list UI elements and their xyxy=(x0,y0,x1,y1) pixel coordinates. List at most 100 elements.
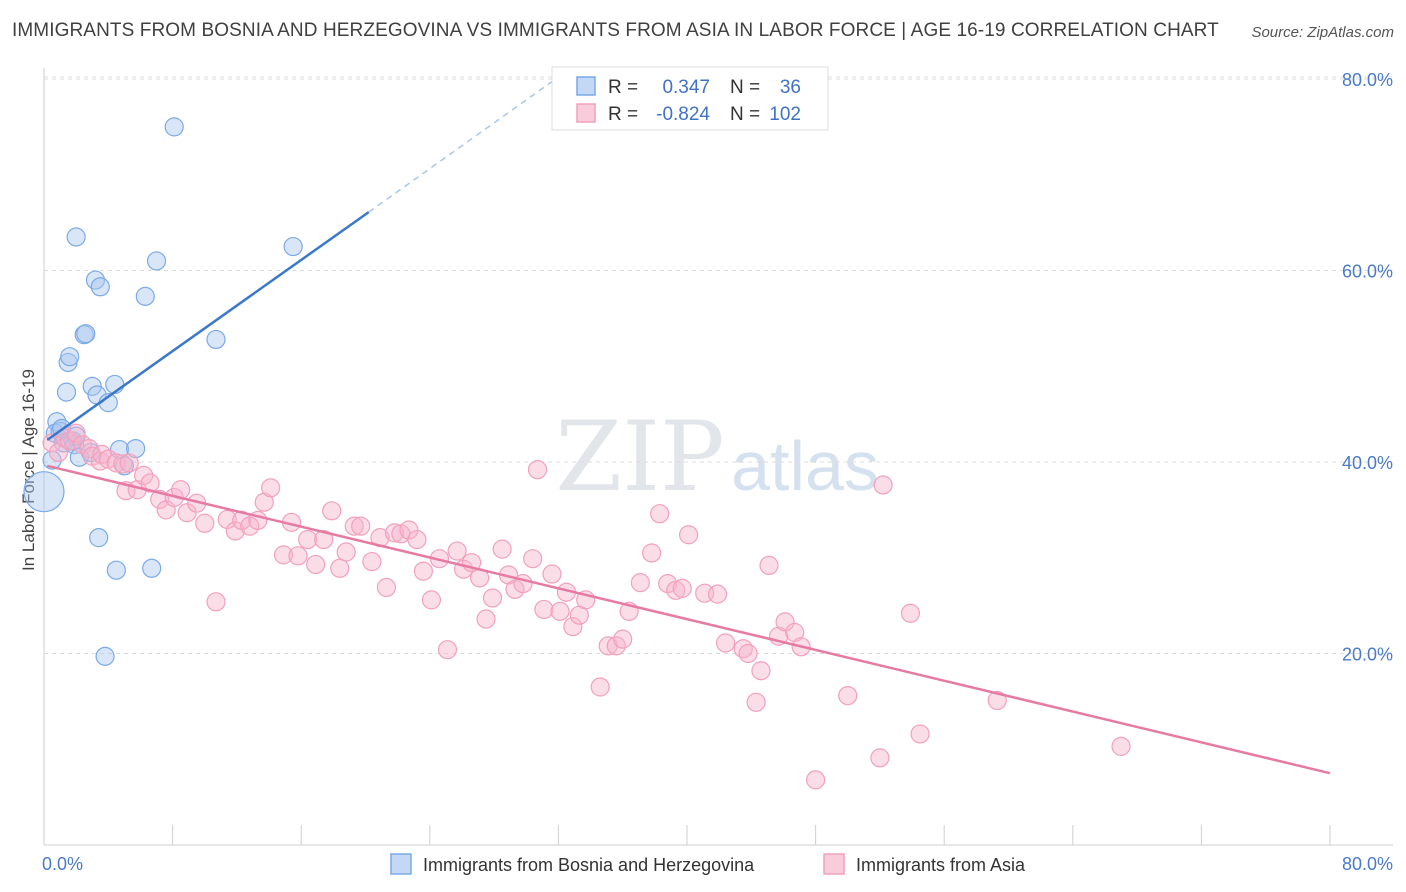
asia-point-93 xyxy=(759,555,779,576)
asia-point-1 xyxy=(48,442,69,463)
asia-point-47 xyxy=(384,523,405,543)
asia-point-26 xyxy=(217,509,237,530)
asia-point-69 xyxy=(550,601,570,621)
bosnia-point-33 xyxy=(206,329,226,350)
gridlines xyxy=(44,76,1393,654)
asia-point-49 xyxy=(399,520,419,540)
asia-point-8 xyxy=(90,451,110,471)
asia-point-38 xyxy=(314,529,334,550)
bosnia-point-20 xyxy=(89,528,109,548)
asia-point-31 xyxy=(254,492,274,512)
bosnia-point-0 xyxy=(23,471,65,513)
bosnia-point-30 xyxy=(142,558,162,578)
asia-point-99 xyxy=(838,686,858,706)
bosnia-point-6 xyxy=(56,382,77,402)
stats-r-value-bosnia: 0.347 xyxy=(662,77,710,98)
stats-legend-box xyxy=(551,66,829,131)
asia-point-67 xyxy=(534,599,554,620)
stats-legend: R = 0.347 N = 36 R = -0.824 N = 102 xyxy=(551,66,829,131)
asia-point-16 xyxy=(134,465,154,486)
y-tick-label-3: 80.0% xyxy=(1342,70,1393,90)
trend-line-asia xyxy=(46,464,1331,775)
y-axis-label: In Labor Force | Age 16-19 xyxy=(19,369,38,571)
axes xyxy=(43,68,1393,846)
watermark-atlas: atlas xyxy=(731,427,879,505)
asia-point-39 xyxy=(322,501,342,521)
asia-point-40 xyxy=(330,558,350,578)
y-tick-label-1: 40.0% xyxy=(1342,453,1393,473)
asia-point-100 xyxy=(870,748,890,768)
asia-point-102 xyxy=(900,603,921,623)
bosnia-point-28 xyxy=(126,438,146,459)
stats-n-label-bosnia: N = xyxy=(730,77,760,98)
asia-point-87 xyxy=(707,584,728,604)
stats-n-value-asia: 102 xyxy=(769,104,801,125)
y-tick-label-2: 60.0% xyxy=(1342,262,1393,282)
asia-point-33 xyxy=(273,545,294,565)
trend-line-bosnia xyxy=(46,211,370,441)
legend-label-asia: Immigrants from Asia xyxy=(856,855,1026,875)
bosnia-point-22 xyxy=(95,646,115,666)
x-tick-label-0: 0.0% xyxy=(42,854,83,874)
asia-point-74 xyxy=(590,677,610,697)
asia-point-88 xyxy=(715,633,736,653)
asia-point-66 xyxy=(527,460,548,480)
asia-point-98 xyxy=(805,770,826,790)
stats-swatch-bosnia xyxy=(576,76,596,96)
asia-point-101 xyxy=(873,475,893,495)
asia-point-71 xyxy=(563,617,583,637)
asia-point-4 xyxy=(66,423,86,443)
asia-point-54 xyxy=(437,640,458,660)
asia-point-91 xyxy=(746,692,766,712)
asia-point-27 xyxy=(225,521,245,541)
asia-point-3 xyxy=(60,431,80,451)
asia-point-95 xyxy=(775,612,795,632)
bottom-legend: Immigrants from Bosnia and Herzegovina I… xyxy=(390,853,1026,875)
bosnia-point-15 xyxy=(76,324,96,344)
bosnia-point-11 xyxy=(66,227,86,247)
stats-r-label-bosnia: R = xyxy=(608,77,638,98)
asia-point-52 xyxy=(421,590,442,610)
bosnia-point-21 xyxy=(90,277,110,297)
trend-lines xyxy=(46,76,1331,775)
asia-point-96 xyxy=(785,622,805,643)
asia-point-77 xyxy=(613,629,633,649)
legend-swatch-bosnia xyxy=(390,853,412,875)
chart-title: IMMIGRANTS FROM BOSNIA AND HERZEGOVINA V… xyxy=(12,20,1219,41)
asia-point-17 xyxy=(140,473,160,493)
chart-source: Source: ZipAtlas.com xyxy=(1251,24,1394,41)
bosnia-point-32 xyxy=(164,117,184,137)
asia-point-60 xyxy=(482,588,503,608)
asia-point-92 xyxy=(751,661,771,681)
y-tick-label-0: 20.0% xyxy=(1342,645,1393,665)
asia-point-80 xyxy=(642,543,662,563)
asia-point-46 xyxy=(376,577,396,598)
legend-swatch-asia xyxy=(823,853,845,875)
asia-point-104 xyxy=(987,690,1007,711)
asia-point-65 xyxy=(523,549,543,569)
asia-point-32 xyxy=(261,478,281,498)
bosnia-point-1 xyxy=(42,450,62,470)
asia-point-59 xyxy=(476,609,496,629)
bosnia-point-14 xyxy=(74,325,94,345)
watermark: ZIP atlas xyxy=(555,401,879,513)
asia-point-61 xyxy=(492,539,512,559)
asia-point-25 xyxy=(206,592,226,612)
asia-point-84 xyxy=(672,578,692,598)
series-bosnia-points xyxy=(23,117,303,666)
asia-point-43 xyxy=(351,516,371,536)
series-asia-points xyxy=(42,423,1131,790)
legend-label-bosnia: Immigrants from Bosnia and Herzegovina xyxy=(423,855,755,875)
asia-point-55 xyxy=(447,541,467,561)
asia-point-14 xyxy=(119,453,139,473)
x-tick-label-1: 80.0% xyxy=(1342,854,1393,874)
asia-point-90 xyxy=(738,643,758,664)
asia-point-37 xyxy=(306,554,326,575)
asia-point-36 xyxy=(298,529,318,550)
asia-point-42 xyxy=(344,516,364,536)
stats-n-value-bosnia: 36 xyxy=(780,77,801,98)
asia-point-51 xyxy=(413,561,433,581)
bosnia-point-34 xyxy=(283,236,303,257)
asia-point-79 xyxy=(630,573,650,593)
